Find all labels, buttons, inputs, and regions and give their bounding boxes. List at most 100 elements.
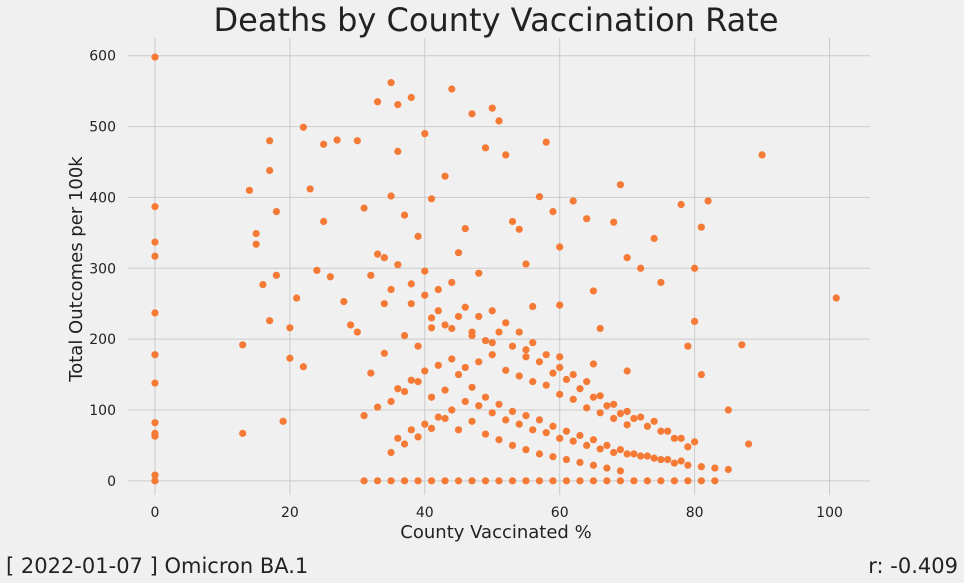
data-point bbox=[711, 464, 719, 472]
x-tick-label: 80 bbox=[686, 505, 704, 521]
data-point bbox=[549, 453, 557, 461]
data-point bbox=[306, 185, 314, 193]
data-point bbox=[664, 455, 672, 464]
data-point bbox=[151, 203, 159, 211]
data-point bbox=[535, 358, 544, 366]
data-point bbox=[589, 360, 598, 368]
data-point bbox=[691, 317, 699, 326]
data-point bbox=[414, 232, 422, 240]
data-point bbox=[468, 110, 476, 118]
data-point bbox=[556, 353, 564, 361]
data-point bbox=[623, 450, 631, 458]
data-point bbox=[670, 434, 678, 442]
data-point bbox=[427, 477, 436, 485]
data-point bbox=[252, 240, 260, 248]
data-point bbox=[427, 393, 436, 401]
data-point bbox=[596, 324, 604, 333]
data-point bbox=[448, 355, 456, 363]
data-point bbox=[400, 440, 409, 448]
data-point bbox=[495, 477, 503, 485]
data-point bbox=[434, 413, 442, 421]
data-point bbox=[434, 285, 442, 294]
data-point bbox=[299, 363, 307, 371]
data-point bbox=[468, 477, 476, 485]
data-point bbox=[576, 431, 584, 440]
data-point bbox=[320, 140, 328, 148]
data-point bbox=[610, 218, 618, 226]
data-point bbox=[468, 328, 476, 336]
data-point bbox=[333, 136, 341, 144]
data-point bbox=[475, 402, 483, 410]
data-point bbox=[151, 432, 159, 440]
data-point bbox=[400, 387, 409, 396]
data-point bbox=[508, 217, 517, 226]
data-point bbox=[677, 434, 685, 442]
footer-date-variant: [ 2022-01-07 ] Omicron BA.1 bbox=[6, 554, 309, 578]
data-point bbox=[535, 416, 544, 424]
data-point bbox=[407, 93, 415, 102]
data-point bbox=[643, 422, 652, 430]
data-point bbox=[387, 192, 395, 200]
data-point bbox=[272, 271, 280, 279]
data-point bbox=[589, 436, 598, 444]
data-point bbox=[488, 351, 496, 359]
data-point bbox=[151, 238, 159, 246]
y-tick-label: 400 bbox=[89, 190, 116, 206]
data-point bbox=[373, 98, 382, 106]
data-point bbox=[684, 443, 692, 451]
data-point bbox=[373, 250, 382, 258]
data-point bbox=[299, 123, 307, 131]
x-axis-label: County Vaccinated % bbox=[400, 522, 591, 543]
data-point bbox=[596, 409, 604, 417]
data-point bbox=[151, 53, 159, 61]
data-point bbox=[556, 243, 564, 251]
data-point bbox=[448, 85, 456, 93]
data-point bbox=[583, 441, 591, 450]
data-point bbox=[515, 225, 523, 233]
data-point bbox=[758, 151, 766, 159]
data-point bbox=[744, 440, 753, 448]
data-point bbox=[427, 195, 436, 203]
data-point bbox=[239, 429, 247, 437]
data-point bbox=[522, 446, 530, 454]
data-point bbox=[380, 254, 388, 262]
data-point bbox=[562, 375, 571, 384]
data-point bbox=[589, 461, 598, 469]
data-point bbox=[623, 407, 631, 415]
data-point bbox=[481, 477, 490, 485]
data-point bbox=[556, 363, 564, 372]
data-point bbox=[596, 445, 604, 453]
data-point bbox=[488, 339, 496, 347]
data-point bbox=[387, 397, 395, 406]
y-tick-label: 200 bbox=[89, 332, 116, 348]
data-point bbox=[367, 369, 375, 377]
data-point bbox=[313, 266, 321, 274]
data-point bbox=[421, 367, 429, 375]
data-point bbox=[373, 403, 382, 411]
data-point bbox=[387, 285, 395, 294]
data-point bbox=[515, 420, 523, 428]
data-point bbox=[441, 414, 449, 423]
data-point bbox=[400, 211, 409, 219]
data-point bbox=[387, 477, 395, 485]
data-point bbox=[684, 342, 692, 350]
data-point bbox=[353, 137, 361, 145]
y-tick-label: 500 bbox=[89, 120, 116, 136]
data-point bbox=[414, 342, 422, 350]
data-point bbox=[549, 369, 557, 377]
data-point bbox=[448, 324, 456, 333]
data-point bbox=[664, 427, 672, 435]
data-point bbox=[151, 309, 159, 317]
data-point bbox=[569, 395, 577, 403]
data-point bbox=[522, 346, 530, 354]
data-point bbox=[454, 312, 463, 321]
data-point bbox=[529, 378, 537, 386]
data-point bbox=[529, 339, 537, 347]
data-point bbox=[630, 414, 638, 423]
data-point bbox=[616, 409, 625, 418]
data-point bbox=[367, 271, 375, 279]
data-point bbox=[583, 404, 591, 412]
data-point bbox=[434, 307, 442, 315]
data-point bbox=[272, 207, 280, 216]
data-point bbox=[448, 278, 456, 287]
